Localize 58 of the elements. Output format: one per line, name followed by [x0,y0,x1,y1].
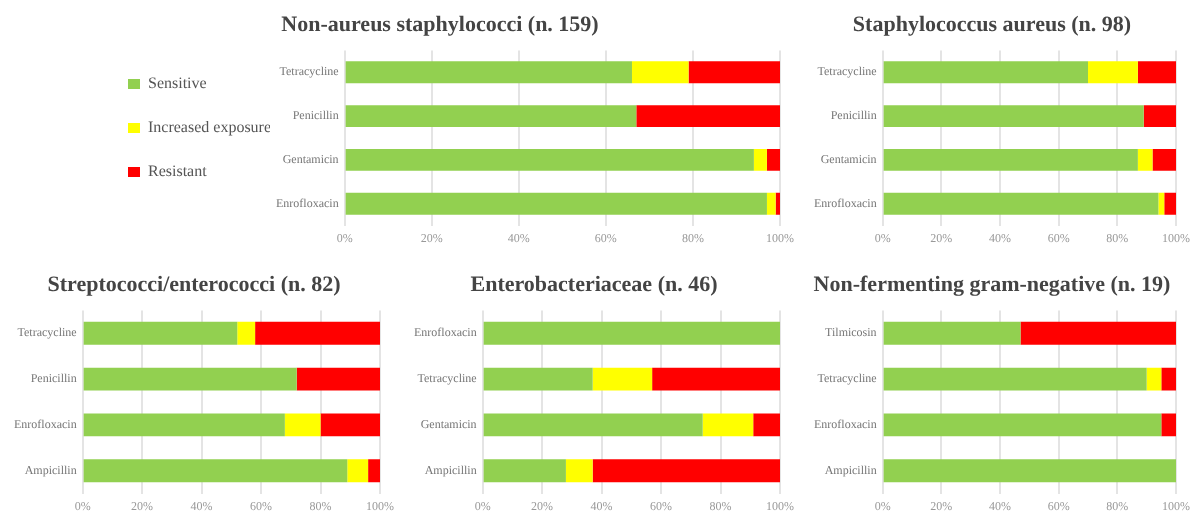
chart-title: Staphylococcus aureus (n. 98) [852,12,1132,37]
bar [483,413,703,437]
bar [753,148,767,171]
bar [345,105,637,128]
bar [1087,61,1138,84]
bar [1161,367,1176,391]
bar [631,61,689,84]
chart-title: Non-fermenting gram-negative (n. 19) [813,272,1172,297]
legend-label: Increased exposure [148,118,272,137]
bar [753,413,780,437]
bar [284,413,321,437]
bar [483,459,566,483]
bar [636,105,780,128]
bar [347,459,369,483]
bar [883,413,1162,437]
bar [1152,148,1176,171]
bar [368,459,380,483]
bar [766,148,780,171]
bar [345,192,767,215]
bar [83,367,297,391]
bar [702,413,754,437]
bar [883,367,1147,391]
bar [883,192,1159,215]
bar [1161,413,1176,437]
bar [1137,148,1153,171]
bar [483,321,780,345]
legend-label: Sensitive [148,74,208,93]
bar [1164,192,1176,215]
legend-label: Resistant [148,162,209,181]
bar [565,459,593,483]
bar [83,413,285,437]
bar [1146,367,1162,391]
bar [483,367,593,391]
bar [1020,321,1176,345]
bar [592,459,780,483]
bar [688,61,780,84]
bar [883,321,1021,345]
bar [345,61,632,84]
bar [883,459,1176,483]
bar [345,148,754,171]
bar [237,321,256,345]
bar [255,321,380,345]
bar [83,459,348,483]
bar [1137,61,1176,84]
bar [883,105,1144,128]
bar [766,192,776,215]
bar [83,321,238,345]
bar [296,367,380,391]
chart-title: Enterobacteriaceae (n. 46) [470,272,719,297]
chart-title: Streptococci/enterococci (n. 82) [47,272,342,297]
chart-title: Non-aureus staphylococci (n. 159) [281,12,600,37]
bar [1143,105,1176,128]
bar [652,367,780,391]
bar [1158,192,1165,215]
bar [320,413,380,437]
bar [883,148,1138,171]
bar [592,367,653,391]
bar [883,61,1088,84]
